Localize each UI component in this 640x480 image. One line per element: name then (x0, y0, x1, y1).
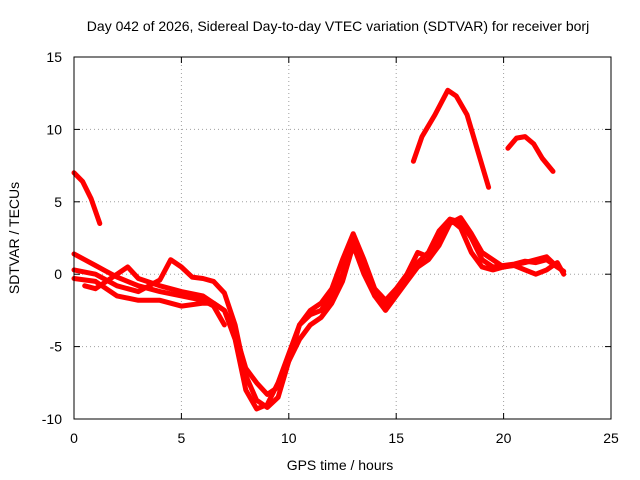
grid (74, 57, 611, 419)
series-line-arc-5 (82, 215, 567, 397)
series-line-arc-6 (410, 87, 492, 190)
series-line-arc-7 (505, 134, 556, 174)
y-tick-label: -5 (50, 339, 63, 355)
x-tick-label: 20 (496, 430, 512, 446)
x-axis-label: GPS time / hours (287, 457, 394, 473)
axis-ticks: 0 5 10 15 20 25 -10 -5 0 5 10 15 (42, 49, 619, 446)
y-tick-label: 0 (54, 266, 62, 282)
y-tick-label: 15 (46, 49, 62, 65)
x-tick-label: 25 (603, 430, 619, 446)
chart-title: Day 042 of 2026, Sidereal Day-to-day VTE… (87, 18, 589, 34)
series-line-arc-3 (71, 216, 560, 410)
y-tick-label: 5 (54, 194, 62, 210)
series-line-arc-4 (71, 216, 567, 412)
x-tick-label: 10 (281, 430, 297, 446)
plot-frame (73, 56, 612, 420)
y-axis-label: SDTVAR / TECUs (6, 182, 22, 294)
series-line-arc-1 (71, 170, 103, 226)
x-tick-label: 0 (70, 430, 78, 446)
x-tick-label: 5 (178, 430, 186, 446)
y-tick-label: 10 (46, 121, 62, 137)
x-tick-label: 15 (388, 430, 404, 446)
y-tick-label: -10 (42, 411, 62, 427)
data-series (71, 87, 567, 412)
